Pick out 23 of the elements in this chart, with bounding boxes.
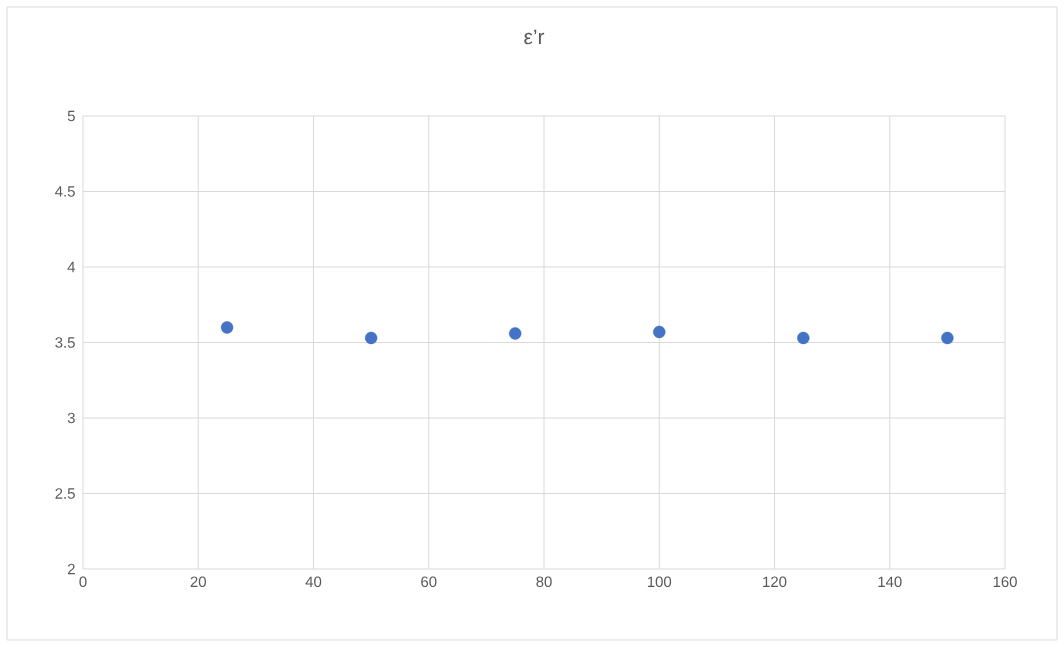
point	[797, 331, 810, 345]
x-tick-label: 120	[763, 576, 787, 588]
y-tick-label: 2	[67, 563, 75, 575]
y-tick-label: 5	[67, 110, 75, 122]
point	[220, 321, 234, 334]
y-tick-label: 3.5	[55, 337, 75, 348]
y-tick-label: 3	[67, 412, 75, 424]
x-tick-label: 40	[305, 576, 322, 588]
x-tick-label: 0	[79, 576, 87, 588]
y-tick-label: 4	[67, 261, 76, 273]
x-tick-label: 140	[878, 576, 902, 588]
x-tick-label: 60	[421, 576, 437, 588]
point	[941, 331, 954, 345]
x-tick-label: 20	[190, 576, 206, 588]
point	[653, 325, 666, 339]
y-tick-label: 2.5	[55, 488, 75, 499]
chart-title: ε’r	[524, 29, 545, 45]
x-tick-label: 160	[993, 576, 1017, 588]
point	[509, 327, 522, 340]
point	[364, 331, 378, 345]
x-tick-label: 100	[647, 576, 672, 588]
y-tick-label: 4.5	[55, 186, 75, 197]
x-tick-label: 80	[536, 576, 552, 588]
